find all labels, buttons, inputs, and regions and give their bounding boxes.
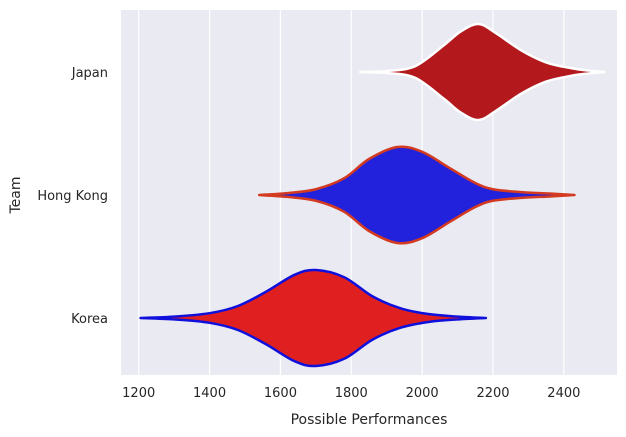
x-tick-label: 2400	[547, 386, 580, 401]
x-tick-label: 1800	[335, 386, 368, 401]
x-tick-label: 1400	[193, 386, 226, 401]
x-tick-label: 1600	[264, 386, 297, 401]
y-tick-label: Korea	[71, 312, 108, 327]
y-tick-label: Japan	[71, 66, 108, 81]
violin-japan	[358, 22, 606, 122]
x-tick-label: 1200	[122, 386, 155, 401]
y-tick-labels: Japan Hong Kong Korea	[37, 66, 108, 327]
x-tick-label: 2000	[406, 386, 439, 401]
x-tick-label: 2200	[476, 386, 509, 401]
x-axis-label: Possible Performances	[291, 412, 448, 428]
violin-korea	[139, 268, 488, 368]
violins	[139, 22, 606, 368]
y-tick-label: Hong Kong	[37, 189, 108, 204]
y-axis-label: Team	[8, 176, 24, 214]
x-tick-labels: 1200 1400 1600 1800 2000 2200 2400	[122, 386, 580, 401]
violin-hong-kong	[257, 145, 576, 245]
